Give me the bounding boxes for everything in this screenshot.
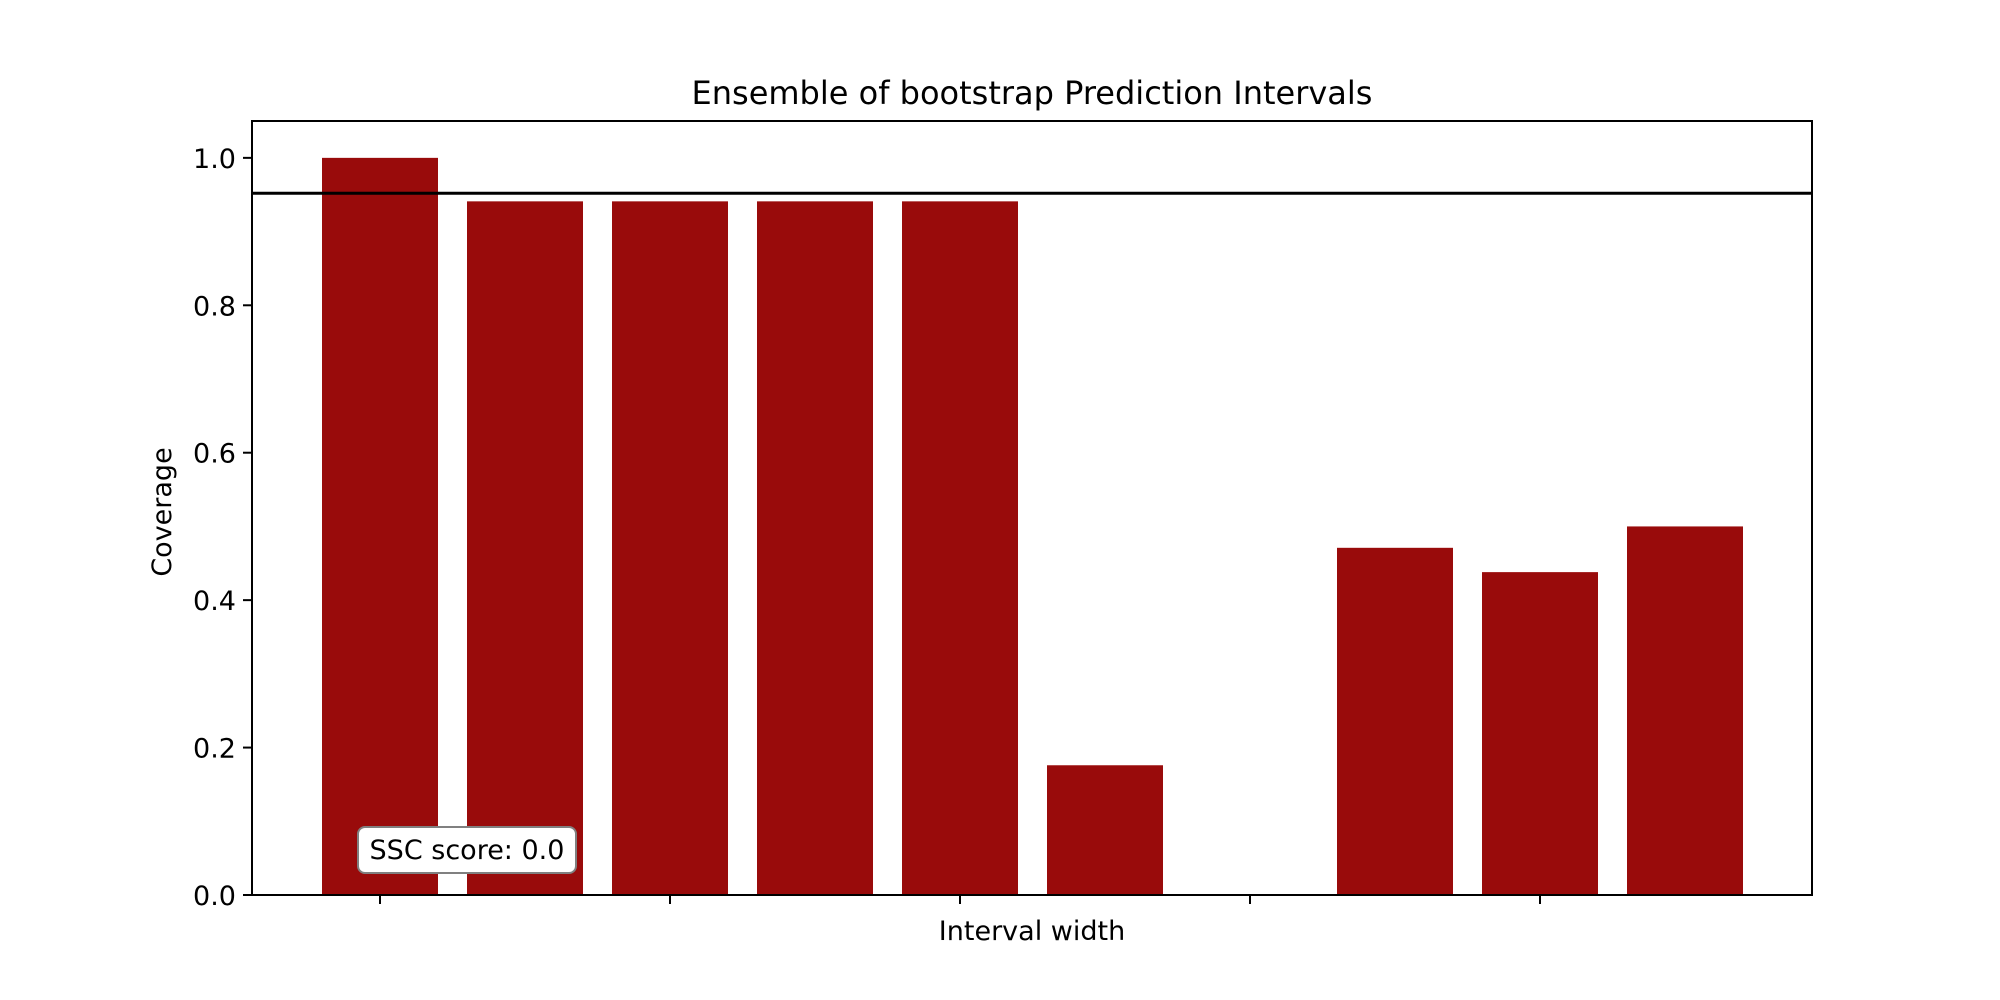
bar-5 — [902, 201, 1018, 896]
y-tick-label-1: 0.2 — [193, 734, 236, 765]
x-axis — [379, 895, 1541, 904]
y-tick-label-4: 0.8 — [193, 291, 236, 322]
y-axis: 0.0 0.2 0.4 0.6 0.8 1.0 — [193, 144, 252, 912]
bar-2 — [467, 201, 583, 896]
bar-8 — [1337, 547, 1453, 895]
chart-title: Ensemble of bootstrap Prediction Interva… — [692, 74, 1373, 112]
bar-10 — [1627, 526, 1743, 895]
y-tick-label-2: 0.4 — [193, 586, 236, 617]
ssc-score-text: SSC score: 0.0 — [370, 835, 565, 866]
ssc-score-annotation: SSC score: 0.0 — [357, 826, 577, 874]
y-tick-label-0: 0.0 — [193, 881, 236, 912]
bar-4 — [757, 201, 873, 896]
annotation-box — [357, 826, 577, 874]
y-tick-label-3: 0.6 — [193, 439, 236, 470]
bars-layer — [322, 157, 1743, 896]
bar-1 — [322, 157, 438, 896]
y-axis-label: Coverage — [147, 447, 178, 576]
y-tick-label-5: 1.0 — [193, 144, 236, 175]
bar-6 — [1047, 765, 1163, 895]
plot-frame — [251, 120, 1813, 896]
bar-3 — [612, 201, 728, 896]
bar-9 — [1482, 572, 1598, 895]
x-axis-label: Interval width — [939, 916, 1125, 947]
